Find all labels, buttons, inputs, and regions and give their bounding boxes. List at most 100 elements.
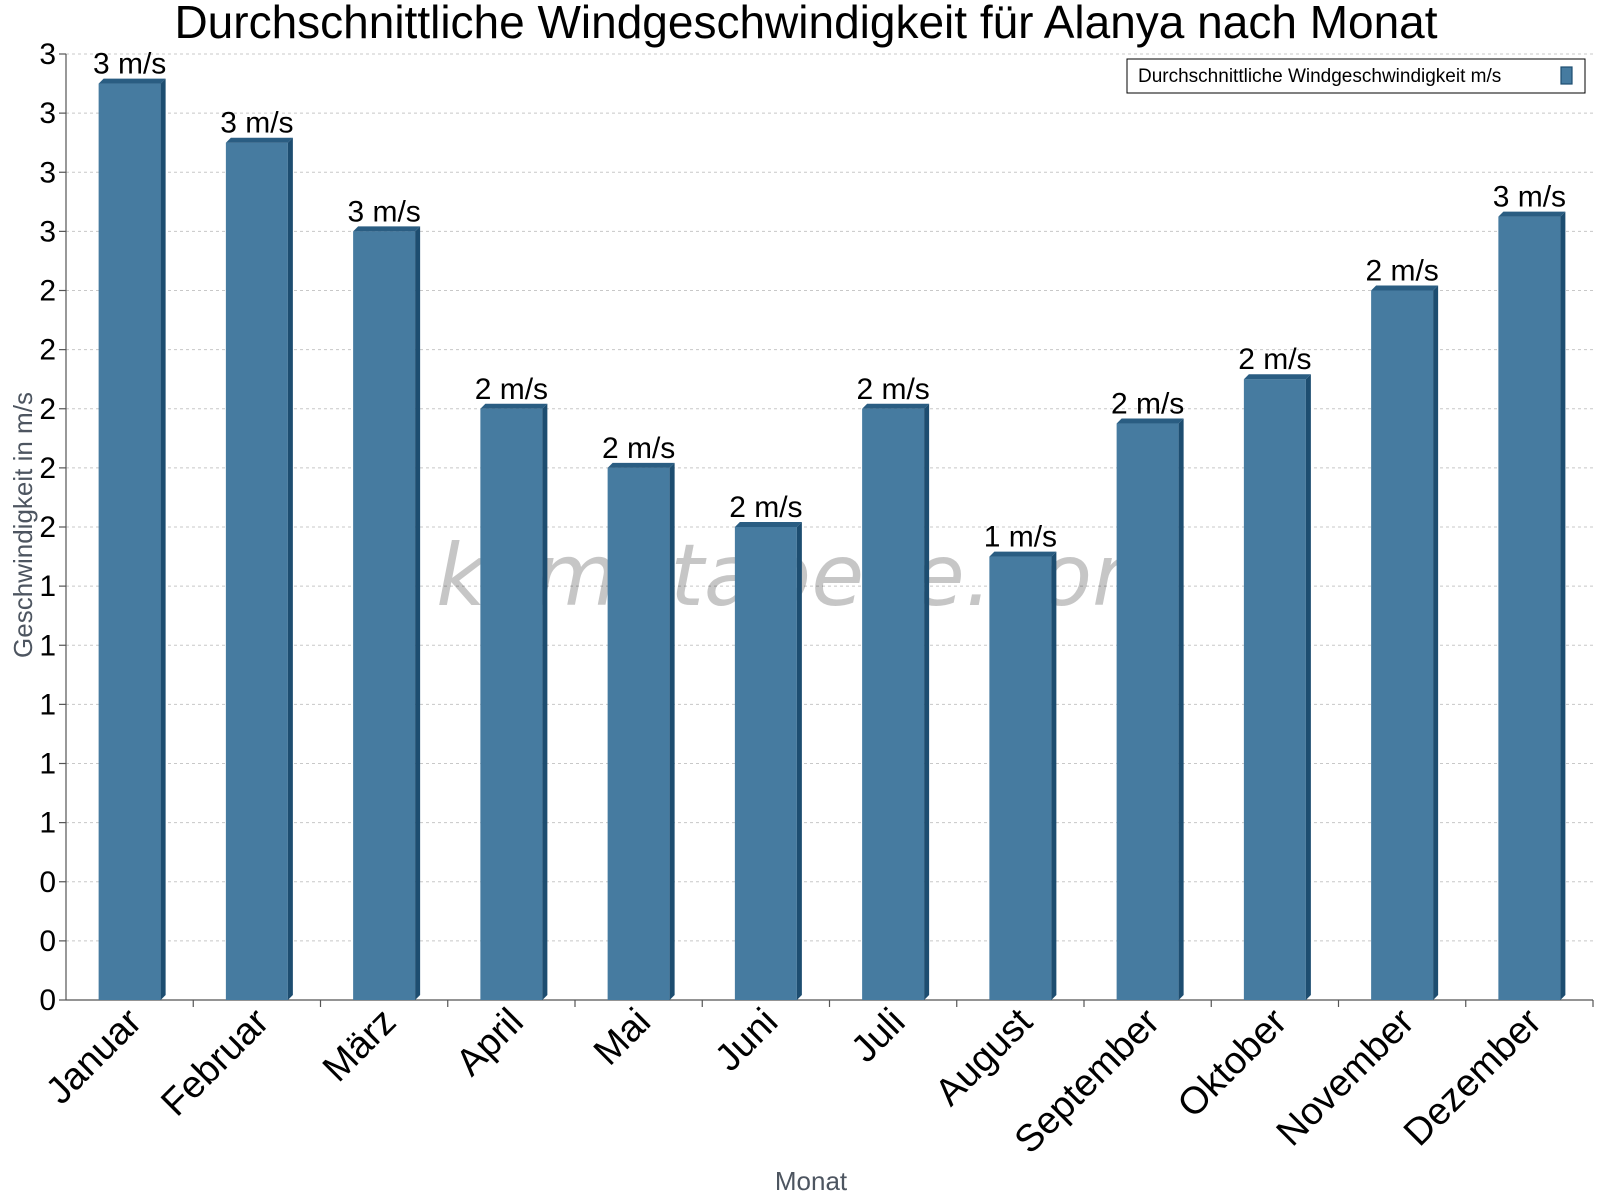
data-label: 1 m/s bbox=[984, 521, 1057, 554]
data-label: 2 m/s bbox=[602, 432, 675, 465]
grid-lines bbox=[66, 53, 1593, 942]
x-tick-label: November bbox=[1269, 1000, 1423, 1154]
bar-side bbox=[542, 403, 548, 1000]
x-tick-label: Mai bbox=[586, 1001, 659, 1074]
y-tick-label: 0 bbox=[39, 984, 56, 1017]
x-axis-title: Monat bbox=[775, 1166, 848, 1196]
y-tick-label: 3 bbox=[39, 215, 56, 248]
bar-front bbox=[1243, 379, 1306, 1000]
bar-oktober bbox=[1243, 374, 1311, 1000]
y-tick-label: 3 bbox=[39, 38, 56, 71]
bar-side bbox=[1305, 374, 1311, 1000]
x-tick-label: März bbox=[315, 1001, 404, 1090]
y-axis: 0 0 0 1 1 1 1 1 2 2 2 2 2 3 3 3 3 bbox=[39, 38, 67, 1017]
bar-mai bbox=[607, 462, 675, 1000]
y-tick-label: 3 bbox=[39, 97, 56, 130]
y-tick-label: 2 bbox=[39, 334, 56, 367]
x-axis: Januar Februar März April Mai Juni Juli AugustS… bbox=[38, 999, 1594, 1162]
x-tick-label: Juni bbox=[707, 1001, 786, 1080]
y-tick-label: 0 bbox=[39, 866, 56, 899]
bar-top bbox=[1116, 418, 1184, 424]
bar-side bbox=[415, 226, 421, 1000]
data-labels: 3 m/s 3 m/s 3 m/s 2 m/s 2 m/s 2 m/s 2 m/s 1 m/s… bbox=[93, 48, 1566, 554]
data-label: 3 m/s bbox=[347, 195, 420, 228]
bar-front bbox=[1371, 290, 1434, 1000]
y-tick-label: 0 bbox=[39, 925, 56, 958]
legend-box bbox=[1126, 58, 1586, 94]
bar-front bbox=[480, 408, 543, 1000]
x-tick-label: August bbox=[927, 1000, 1041, 1114]
bar-front bbox=[862, 408, 925, 1000]
bar-side bbox=[1560, 211, 1566, 1000]
y-axis-title: Geschwindigkeit in m/s bbox=[8, 392, 38, 658]
bar-juni bbox=[734, 522, 802, 1000]
data-label: 3 m/s bbox=[220, 107, 293, 140]
bar-august bbox=[989, 551, 1057, 1000]
bar-front bbox=[353, 231, 416, 1000]
y-tick-label: 1 bbox=[39, 748, 56, 781]
x-tick-label: Juli bbox=[843, 1001, 913, 1071]
data-label: 2 m/s bbox=[856, 373, 929, 406]
y-tick-label: 2 bbox=[39, 393, 56, 426]
bar-april bbox=[480, 403, 548, 1000]
bar-top bbox=[98, 78, 166, 84]
bar-side bbox=[1178, 418, 1184, 1000]
bar-top bbox=[480, 403, 548, 409]
bar-top bbox=[607, 462, 675, 468]
bar-side bbox=[287, 137, 293, 1000]
bar-front bbox=[225, 142, 288, 1000]
data-label: 2 m/s bbox=[475, 373, 548, 406]
data-label: 2 m/s bbox=[1111, 388, 1184, 421]
bar-side bbox=[1433, 285, 1439, 1000]
x-tick-label: Februar bbox=[153, 1000, 277, 1124]
bar-top bbox=[734, 522, 802, 527]
x-tick-label: April bbox=[448, 1001, 531, 1084]
bar-front bbox=[98, 83, 161, 1000]
bar-front bbox=[607, 467, 670, 1000]
legend-label: Durchschnittliche Windgeschwindigkeit m/… bbox=[1138, 66, 1501, 87]
bar-märz bbox=[353, 226, 421, 1000]
x-tick-label: Januar bbox=[38, 1000, 150, 1112]
data-label: 3 m/s bbox=[93, 48, 166, 81]
bar-side bbox=[669, 462, 675, 1000]
bar-top bbox=[989, 551, 1057, 557]
data-label: 3 m/s bbox=[1493, 181, 1566, 214]
bar-front bbox=[989, 556, 1052, 1000]
bar-juli bbox=[862, 403, 930, 1000]
legend: Durchschnittliche Windgeschwindigkeit m/… bbox=[1126, 58, 1586, 94]
y-tick-label: 2 bbox=[39, 452, 56, 485]
bar-top bbox=[225, 137, 293, 143]
bar-top bbox=[1371, 285, 1439, 291]
bar-september bbox=[1116, 418, 1184, 1000]
y-tick-label: 2 bbox=[39, 511, 56, 544]
bar-side bbox=[1051, 551, 1057, 1000]
bar-top bbox=[353, 226, 421, 232]
bar-side bbox=[160, 78, 166, 1000]
data-label: 2 m/s bbox=[1238, 343, 1311, 376]
x-tick-label: Dezember bbox=[1396, 1000, 1550, 1154]
y-tick-label: 3 bbox=[39, 156, 56, 189]
data-label: 2 m/s bbox=[729, 491, 802, 524]
bar-side bbox=[796, 522, 802, 1000]
legend-swatch bbox=[1560, 66, 1573, 85]
bar-top bbox=[1498, 211, 1566, 217]
y-tick-label: 2 bbox=[39, 275, 56, 308]
bar-januar bbox=[98, 78, 166, 1000]
bar-februar bbox=[225, 137, 293, 1000]
bar-top bbox=[1243, 374, 1311, 380]
y-tick-label: 1 bbox=[39, 807, 56, 840]
bar-front bbox=[1498, 216, 1561, 1000]
data-label: 2 m/s bbox=[1365, 255, 1438, 288]
bar-dezember bbox=[1498, 211, 1566, 1000]
x-tick-label: Oktober bbox=[1170, 1000, 1296, 1126]
chart-title: Durchschnittliche Windgeschwindigkeit fü… bbox=[174, 0, 1437, 48]
bar-side bbox=[924, 403, 930, 1000]
bar-front bbox=[1116, 423, 1179, 1000]
bar-front bbox=[734, 527, 797, 1000]
y-tick-label: 1 bbox=[39, 570, 56, 603]
y-tick-label: 1 bbox=[39, 629, 56, 662]
bar-top bbox=[862, 403, 930, 409]
bars bbox=[98, 78, 1566, 1000]
y-tick-label: 1 bbox=[39, 688, 56, 721]
